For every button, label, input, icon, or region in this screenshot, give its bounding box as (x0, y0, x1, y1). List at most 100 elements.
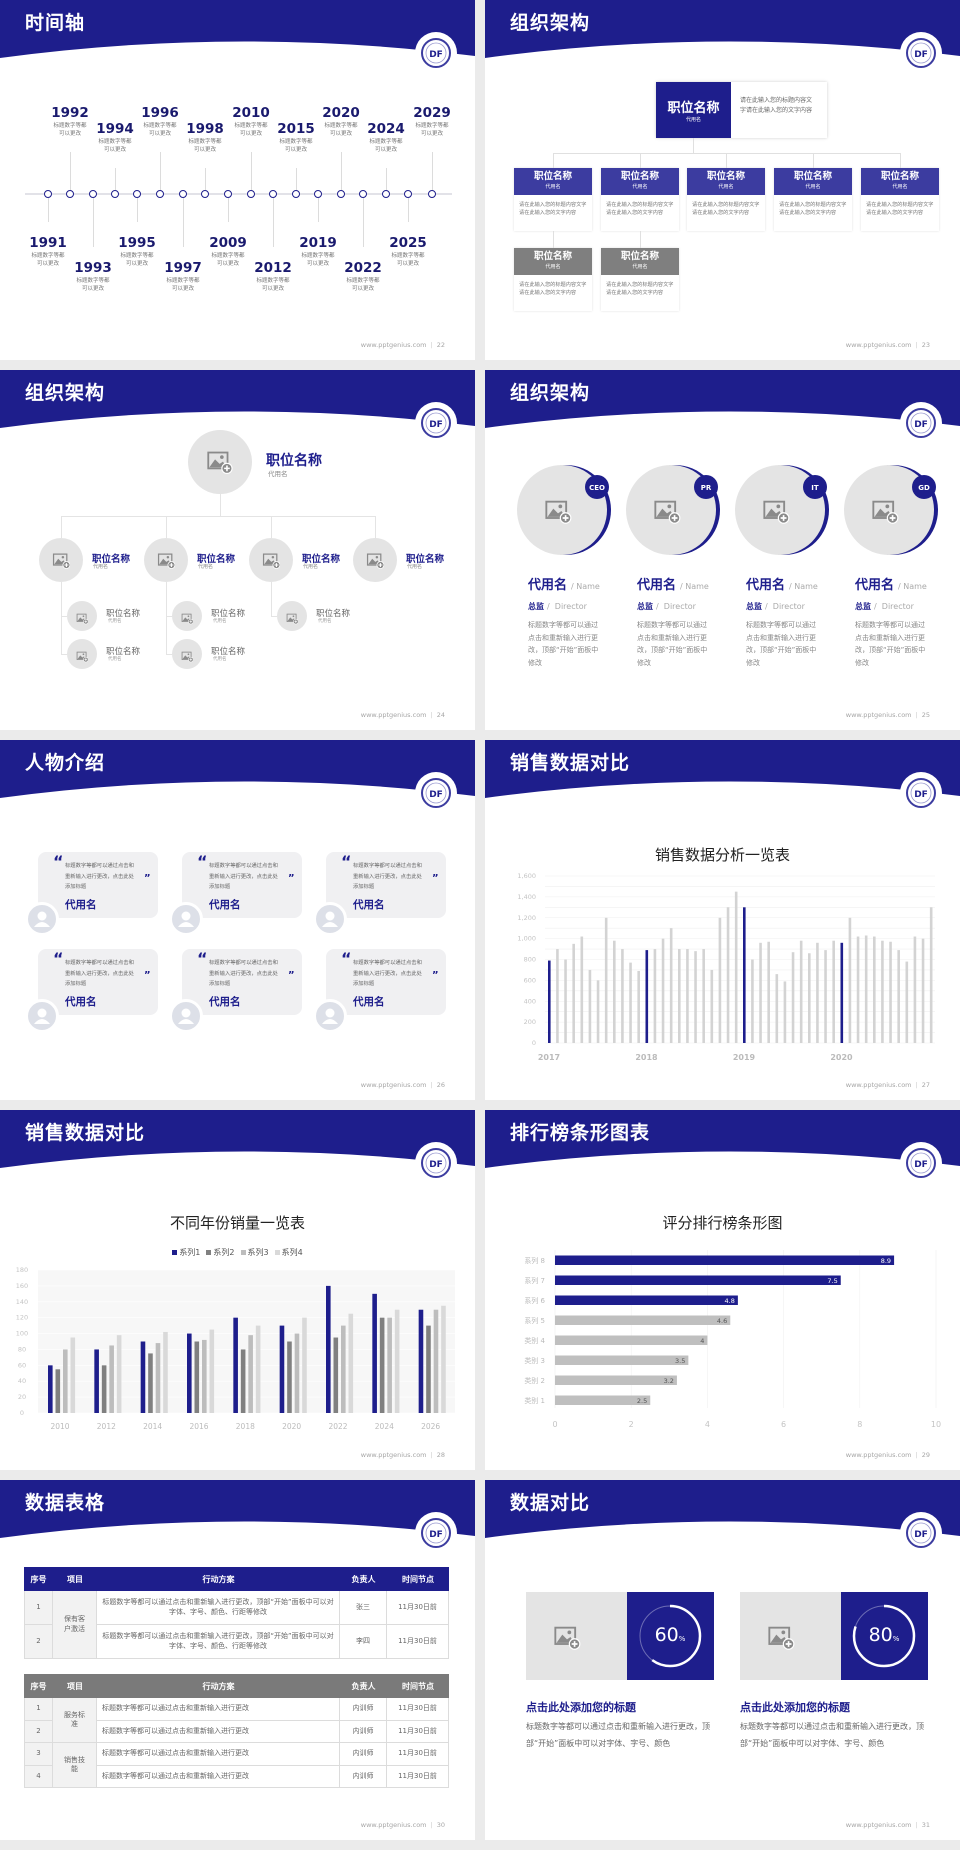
quote-text: 标题数字等都可以通过点击和重新输入进行更改，点击此处添加标题 (353, 960, 422, 988)
slide-footer: www.pptgenius.com | 25 (846, 711, 930, 719)
timeline-dot[interactable] (44, 190, 52, 198)
bar (548, 960, 551, 1043)
logo-text: DF (914, 1160, 928, 1170)
image-panel[interactable] (740, 1592, 841, 1680)
position-card[interactable]: 职位名称 代用名 请在此输入您的标题内容文字请在此输入您的文字内容 (861, 168, 939, 231)
x-tick-label: 0 (552, 1420, 557, 1429)
connector-line (61, 516, 62, 538)
timeline-dot[interactable] (224, 190, 232, 198)
x-tick-label: 2026 (421, 1422, 440, 1431)
avatar[interactable] (313, 999, 347, 1033)
timeline-stem (92, 198, 94, 247)
role-badge (585, 475, 609, 499)
header-curve (0, 0, 475, 58)
yearly-sales-chart: 0 20 40 60 80 100 120 140 160 180 2010 2012 2014 2016… (16, 1266, 455, 1431)
timeline-stem (250, 152, 252, 190)
event-year: 2025 (389, 235, 427, 251)
avatar[interactable] (25, 999, 59, 1033)
quote-card[interactable] (182, 949, 302, 1015)
connector-line (375, 516, 376, 538)
position-alias: 代用名 (718, 184, 734, 190)
timeline-dot[interactable] (156, 190, 164, 198)
position-card[interactable]: 职位名称 代用名 请在此输入您的标题内容文字请在此输入您的文字内容 (687, 168, 765, 231)
bar (202, 1339, 207, 1413)
timeline-dot[interactable] (269, 190, 277, 198)
image-placeholder-icon (262, 551, 281, 570)
position-card[interactable]: 职位名称 代用名 请在此输入您的标题内容文字请在此输入您的文字内容 (601, 168, 679, 231)
bar (832, 940, 835, 1043)
timeline-stem (227, 198, 229, 222)
position-card[interactable]: 职位名称 代用名 请在此输入您的标题内容文字请在此输入您的文字内容 (601, 248, 679, 311)
position-desc: 请在此输入您的标题内容文字请在此输入您的文字内容 (866, 202, 934, 216)
logo-inner-ring (425, 42, 447, 64)
avatar[interactable] (169, 902, 203, 936)
top-position-card[interactable]: 职位名称 代用名 请在此输入您的标题内容文字请在此输入您的文字内容 (656, 82, 827, 138)
table-header-cell: 序号 (30, 1574, 47, 1584)
sub-photo-circle[interactable] (172, 601, 202, 631)
event-desc: 可以更改 (261, 286, 284, 292)
timeline-dot[interactable] (201, 190, 209, 198)
event-desc: 可以更改 (103, 147, 126, 153)
timeline-stem (362, 198, 364, 247)
photo-circle (517, 465, 607, 555)
bar (101, 1365, 107, 1413)
image-panel[interactable] (526, 1592, 627, 1680)
timeline-dot[interactable] (66, 190, 74, 198)
quote-card[interactable] (182, 852, 302, 918)
event-year: 2019 (299, 235, 337, 251)
slide-footer: www.pptgenius.com | 27 (846, 1081, 930, 1089)
timeline-stem (431, 152, 433, 190)
member-photo-circle[interactable] (353, 538, 397, 582)
member-role-en: / Director (547, 602, 587, 611)
y-tick-label: 1,400 (517, 893, 536, 901)
project-cell: 销售技能 (53, 1743, 97, 1788)
avatar[interactable] (169, 999, 203, 1033)
bar (881, 940, 884, 1043)
position-desc: 请在此输入您的标题内容文字请在此输入您的文字内容 (519, 202, 587, 216)
member-role-line: 总监 / Director (637, 594, 725, 613)
member-role-en: / Director (765, 602, 805, 611)
y-tick-label: 400 (524, 997, 536, 1005)
member-photo-circle[interactable] (39, 538, 83, 582)
position-name: 职位名称 (620, 171, 659, 182)
timeline-dot[interactable] (404, 190, 412, 198)
sub-photo-circle[interactable] (67, 601, 97, 631)
avatar[interactable] (313, 902, 347, 936)
timeline-dot[interactable] (292, 190, 300, 198)
due-date-cell: 11月30日前 (387, 1720, 449, 1743)
sub-photo-circle[interactable] (67, 639, 97, 669)
quote-card[interactable] (38, 949, 158, 1015)
percent-unit: % (678, 1635, 686, 1643)
timeline-dot[interactable] (247, 190, 255, 198)
person-icon (28, 905, 56, 933)
position-desc: 请在此输入您的标题内容文字请在此输入您的文字内容 (779, 202, 847, 216)
timeline-dot[interactable] (337, 190, 345, 198)
position-card[interactable]: 职位名称 代用名 请在此输入您的标题内容文字请在此输入您的文字内容 (514, 168, 592, 231)
sub-photo-circle[interactable] (277, 601, 307, 631)
timeline-dot[interactable] (314, 190, 322, 198)
quote-card[interactable] (38, 852, 158, 918)
top-photo-circle[interactable] (188, 430, 252, 494)
position-name: 职位名称 (211, 647, 246, 657)
timeline-dot[interactable] (89, 190, 97, 198)
timeline-dot[interactable] (179, 190, 187, 198)
member-photo-circle[interactable] (144, 538, 188, 582)
page-number: 30 (436, 1821, 445, 1829)
position-card[interactable]: 职位名称 代用名 请在此输入您的标题内容文字请在此输入您的文字内容 (774, 168, 852, 231)
quote-card[interactable] (326, 852, 446, 918)
timeline-dot[interactable] (382, 190, 390, 198)
timeline-dot[interactable] (133, 190, 141, 198)
plan-cell: 标题数字等都可以通过点击和重新输入进行更改，顶部“开始”面板中可以对字体、字号、… (97, 1591, 340, 1625)
close-quote-icon: ” (288, 873, 295, 884)
bar (555, 1315, 731, 1325)
page-number: 31 (921, 1821, 930, 1829)
avatar[interactable] (25, 902, 59, 936)
timeline-dot[interactable] (359, 190, 367, 198)
timeline-dot[interactable] (428, 190, 436, 198)
position-card[interactable]: 职位名称 代用名 请在此输入您的标题内容文字请在此输入您的文字内容 (514, 248, 592, 311)
timeline-dot[interactable] (111, 190, 119, 198)
event-desc: 标题数字等都 (166, 278, 200, 284)
sub-photo-circle[interactable] (172, 639, 202, 669)
member-photo-circle[interactable] (249, 538, 293, 582)
quote-card[interactable] (326, 949, 446, 1015)
